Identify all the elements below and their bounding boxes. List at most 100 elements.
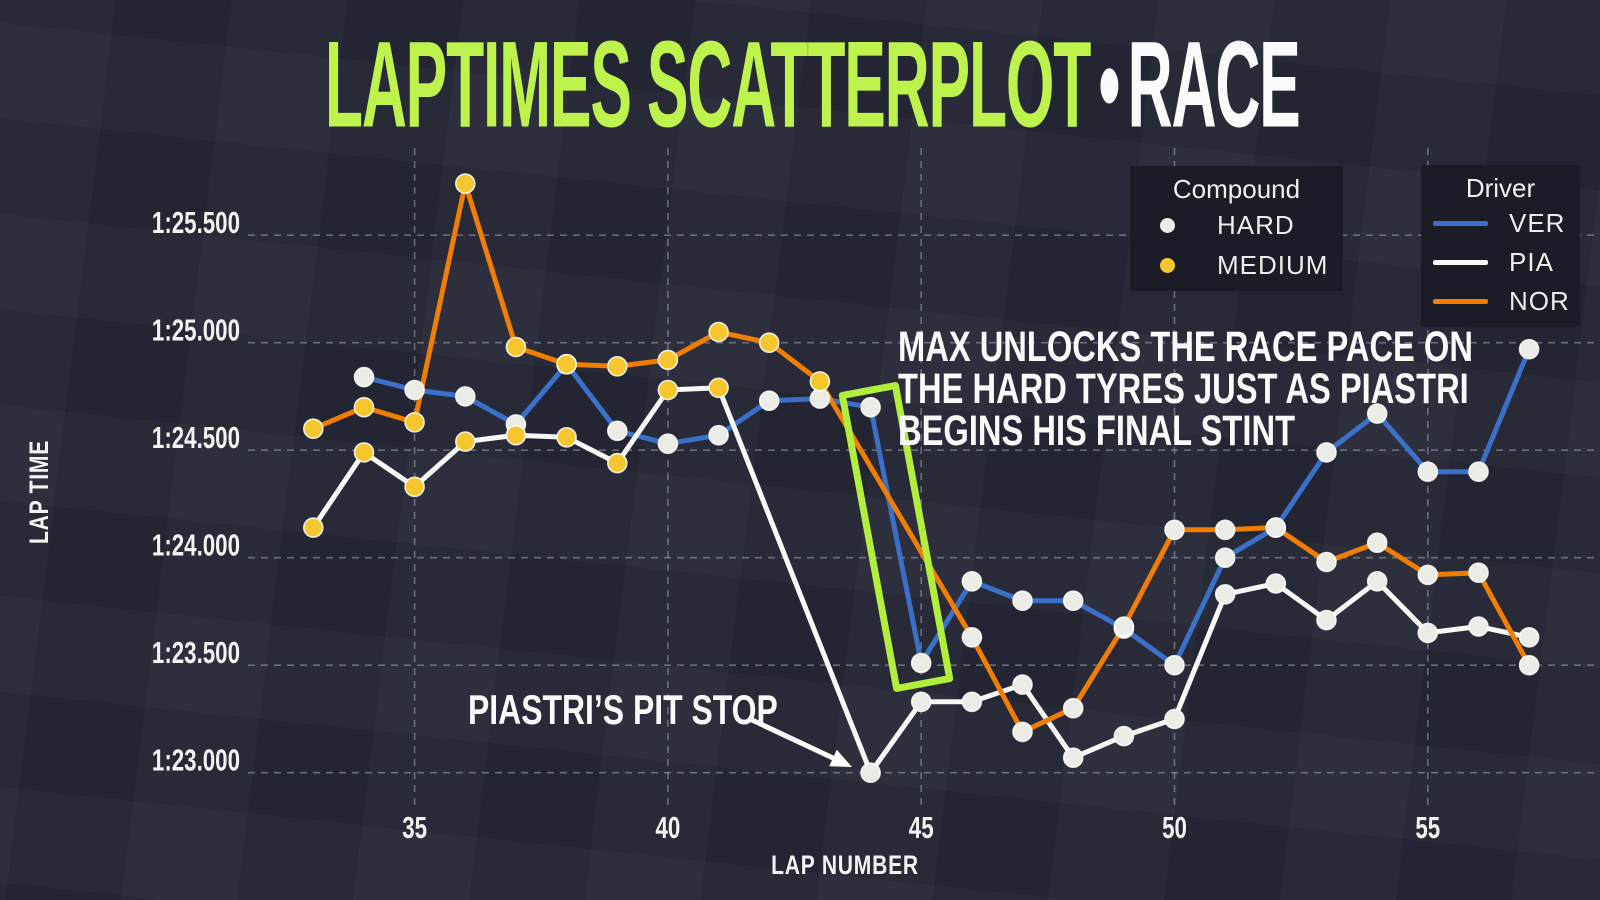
data-point-NOR-lap42 [758, 332, 780, 354]
data-point-NOR-lap55 [1417, 564, 1439, 586]
y-tick-label: 1:23.500 [152, 636, 240, 670]
data-point-PIA-lap35 [404, 476, 425, 498]
data-point-PIA-lap49 [1113, 725, 1135, 747]
data-point-PIA-lap33 [302, 517, 324, 538]
data-point-NOR-lap56 [1468, 562, 1489, 584]
legend-driver-item-nor: NOR [1421, 282, 1580, 321]
y-tick-label: 1:24.000 [152, 528, 240, 562]
data-point-PIA-lap57 [1518, 626, 1540, 648]
x-axis-title: LAP NUMBER [771, 851, 919, 881]
y-axis-title: LAP TIME [25, 440, 55, 544]
data-point-VER-lap39 [606, 420, 628, 442]
annotation-pit-stop: PIASTRI’S PIT STOP [468, 686, 778, 733]
compound-dot-icon [1160, 257, 1175, 273]
series-markers-VER [353, 338, 1540, 676]
data-point-PIA-lap52 [1265, 573, 1287, 594]
data-point-VER-lap35 [404, 379, 425, 401]
data-point-NOR-lap49 [1113, 616, 1135, 637]
title-main: LAPTIMES SCATTERPLOT [324, 16, 1091, 154]
legend-driver-item-pia: PIA [1421, 243, 1580, 282]
data-point-PIA-lap40 [657, 379, 679, 401]
legend-compound-item-medium: MEDIUM [1130, 245, 1343, 285]
data-point-PIA-lap36 [454, 431, 476, 452]
legend-compound: Compound HARD MEDIUM [1130, 166, 1343, 291]
legend-compound-title: Compound [1172, 174, 1301, 204]
driver-line-swatch-icon [1433, 260, 1488, 265]
highlight-box [838, 382, 954, 692]
data-point-NOR-lap40 [657, 349, 679, 371]
legend-compound-item-hard: HARD [1130, 205, 1343, 245]
data-point-NOR-lap47 [1012, 721, 1033, 743]
data-point-NOR-lap39 [606, 355, 628, 377]
data-point-VER-lap41 [708, 424, 729, 446]
annotation-max-pace-line3: BEGINS HIS FINAL STINT [898, 407, 1296, 455]
y-tick-label: 1:25.500 [152, 206, 240, 240]
data-point-VER-lap56 [1468, 461, 1489, 483]
data-point-NOR-lap33 [302, 418, 324, 440]
title-separator-dot: • [1098, 16, 1121, 154]
data-point-PIA-lap37 [505, 424, 527, 446]
x-tick-label: 50 [1162, 810, 1187, 844]
data-point-NOR-lap43 [809, 371, 831, 392]
data-point-NOR-lap46 [961, 626, 983, 648]
data-point-VER-lap47 [1012, 590, 1033, 612]
legend-driver-item-ver: VER [1421, 204, 1580, 243]
legend-item-label: HARD [1217, 209, 1295, 240]
data-point-VER-lap50 [1164, 654, 1185, 676]
data-point-NOR-lap34 [353, 396, 375, 418]
legend-driver: Driver VER PIA NOR [1421, 165, 1580, 327]
legend-driver-title: Driver [1465, 173, 1536, 203]
x-tick-label: 40 [655, 810, 680, 844]
driver-line-swatch-icon [1433, 299, 1488, 304]
data-point-PIA-lap34 [353, 442, 375, 463]
data-point-PIA-lap41 [708, 377, 729, 399]
data-point-PIA-lap50 [1164, 708, 1185, 730]
data-point-NOR-lap48 [1062, 697, 1084, 719]
data-point-VER-lap46 [961, 570, 983, 592]
data-point-NOR-lap53 [1316, 551, 1337, 573]
data-point-VER-lap36 [454, 386, 476, 407]
data-point-NOR-lap38 [556, 353, 577, 375]
data-point-VER-lap51 [1214, 547, 1236, 569]
annotation-max-pace-line1: MAX UNLOCKS THE RACE PACE ON [898, 323, 1473, 371]
data-point-VER-lap42 [758, 390, 780, 412]
data-point-PIA-lap48 [1062, 747, 1084, 769]
annotation-max-pace-line2: THE HARD TYRES JUST AS PIASTRI [898, 365, 1469, 413]
legend-item-label: NOR [1509, 286, 1570, 316]
driver-line-swatch-icon [1433, 221, 1488, 226]
data-point-VER-lap43 [809, 388, 831, 409]
x-tick-label: 55 [1415, 810, 1440, 844]
data-point-PIA-lap51 [1214, 583, 1236, 605]
data-point-VER-lap40 [657, 433, 679, 455]
y-tick-label: 1:23.000 [152, 743, 240, 777]
data-point-NOR-lap50 [1164, 519, 1185, 541]
y-tick-label: 1:24.500 [152, 421, 240, 455]
data-point-VER-lap53 [1316, 442, 1337, 463]
title-session: RACE [1127, 16, 1301, 154]
x-tick-label: 35 [402, 810, 427, 844]
data-point-VER-lap48 [1062, 590, 1084, 612]
annotation-max-pace: MAX UNLOCKS THE RACE PACE ON THE HARD TY… [898, 323, 1473, 455]
data-point-VER-lap34 [353, 366, 375, 388]
page-title-text: LAPTIMES SCATTERPLOT•RACE [325, 24, 1301, 147]
series-line-VER [361, 346, 1532, 668]
pit-stop-arrow-icon [749, 717, 852, 767]
y-tick-label: 1:25.000 [152, 313, 240, 347]
data-point-NOR-lap52 [1265, 517, 1287, 538]
data-point-NOR-lap54 [1366, 532, 1388, 554]
data-point-VER-lap54 [1366, 403, 1388, 424]
data-point-PIA-lap45 [910, 691, 932, 713]
data-point-PIA-lap44 [860, 762, 881, 784]
data-point-NOR-lap57 [1518, 654, 1540, 676]
legend-item-label: VER [1509, 208, 1566, 238]
data-point-VER-lap44 [860, 396, 881, 418]
data-point-NOR-lap51 [1214, 519, 1236, 541]
data-point-NOR-lap41 [708, 321, 729, 343]
legend-compound-items: HARD MEDIUM [1130, 205, 1343, 285]
data-point-NOR-lap36 [454, 173, 476, 194]
data-point-PIA-lap39 [606, 452, 628, 474]
data-point-PIA-lap54 [1366, 570, 1388, 592]
compound-dot-icon [1160, 217, 1175, 233]
data-point-VER-lap57 [1518, 338, 1540, 360]
